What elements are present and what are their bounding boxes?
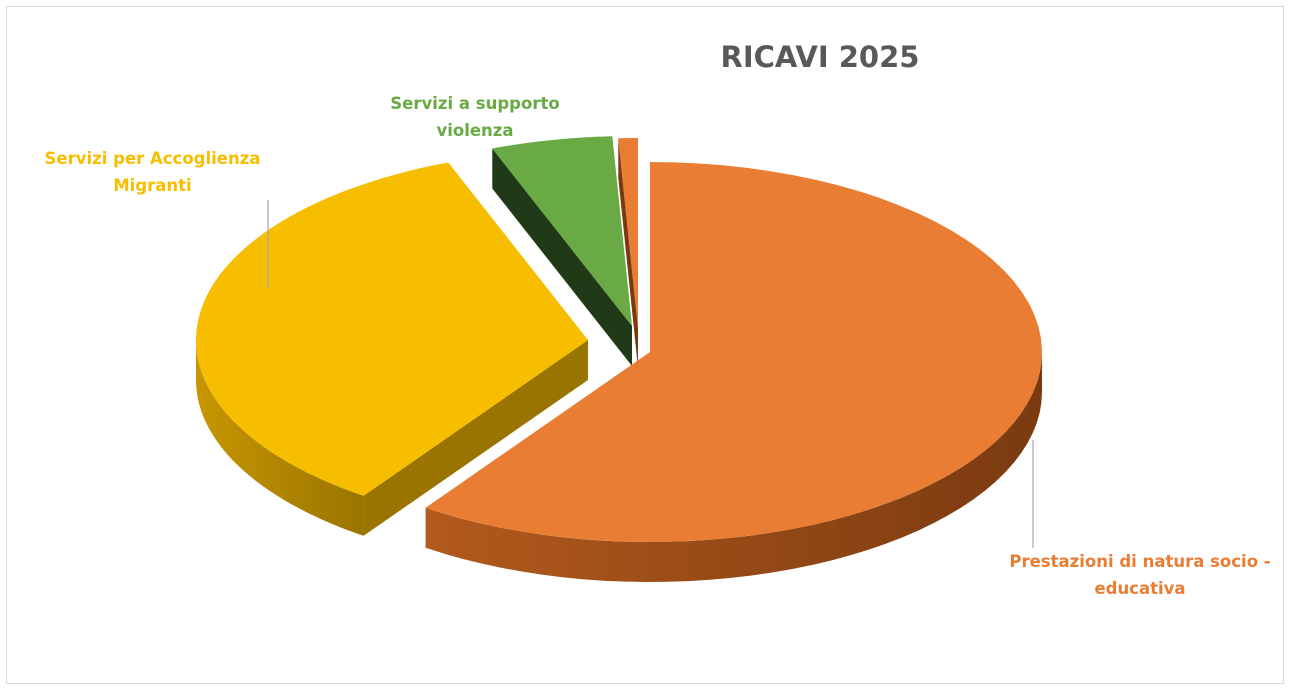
slice-accoglienza-migranti-cut	[363, 340, 588, 536]
slice-supporto-violenza-top	[492, 136, 632, 326]
slice-altro-cut	[618, 138, 638, 368]
slice-accoglienza-migranti-top	[196, 162, 588, 496]
slice-label-accoglienza-migranti: Servizi per Accoglienza Migranti	[44, 149, 261, 195]
slice-altro-top	[618, 138, 638, 328]
slice-label-socio-educativa: Prestazioni di natura socio - educativa	[1009, 552, 1271, 598]
slice-accoglienza-migranti-side	[196, 340, 364, 536]
slice-socio-educativa-side	[425, 352, 1043, 582]
chart-title: RICAVI 2025	[720, 40, 920, 74]
slice-supporto-violenza-cut	[492, 148, 632, 366]
slice-label-supporto-violenza: Servizi a supporto violenza	[390, 94, 560, 140]
slice-socio-educativa-top	[425, 162, 1043, 542]
